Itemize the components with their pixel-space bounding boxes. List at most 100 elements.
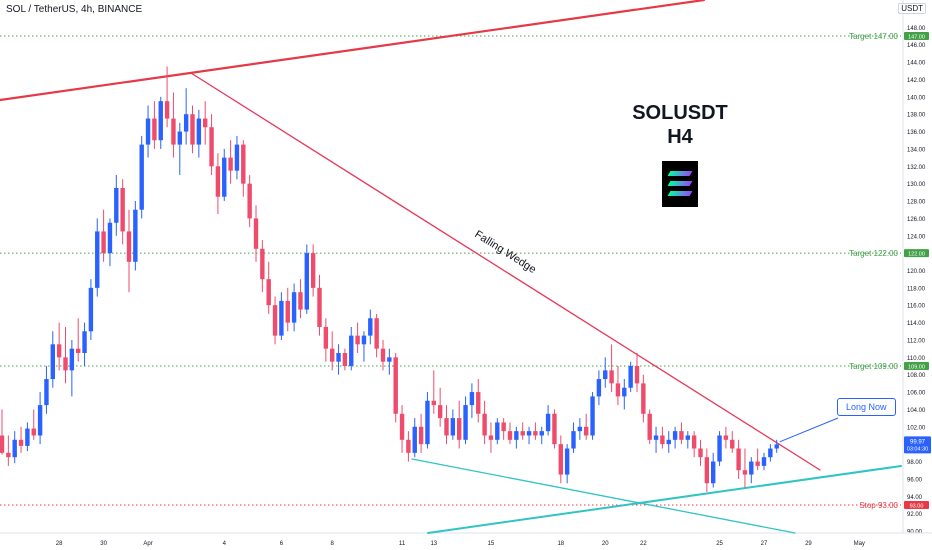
candle-up — [82, 331, 87, 353]
candle-down — [0, 435, 5, 453]
candle-down — [647, 413, 652, 440]
candle-up — [133, 209, 138, 262]
candle-down — [190, 114, 195, 145]
candle-down — [18, 439, 24, 446]
y-tick-label: 138.00 — [907, 113, 926, 119]
candle-up — [234, 144, 240, 171]
chart-title-symbol: SOLUSDT — [632, 102, 728, 124]
y-tick-label: 134.00 — [907, 147, 926, 153]
y-tick-label: 136.00 — [907, 130, 926, 136]
candle-up — [526, 431, 532, 436]
candle-down — [298, 292, 303, 310]
candle-down — [355, 335, 360, 345]
bar-countdown-label: 03:04:30 — [907, 446, 928, 452]
currency-badge[interactable]: USDT — [898, 3, 926, 14]
candle-up — [717, 435, 722, 462]
candle-up — [603, 370, 608, 380]
candle-down — [63, 357, 68, 371]
candle-down — [431, 400, 436, 406]
candle-down — [126, 231, 132, 262]
candle-down — [241, 144, 246, 184]
candle-up — [412, 426, 417, 453]
y-tick-label: 116.00 — [907, 304, 926, 310]
falling-wedge-label: Falling Wedge — [472, 228, 538, 276]
candle-up — [279, 300, 284, 336]
chart-title-timeframe: H4 — [667, 126, 693, 148]
candle-up — [463, 405, 468, 440]
current-price-badge — [904, 436, 931, 454]
y-tick-label: 108.00 — [907, 373, 926, 379]
candle-down — [641, 383, 646, 414]
chart-title: SOLUSDT H4 — [600, 101, 760, 149]
x-tick-label: 28 — [56, 541, 63, 547]
candle-down — [323, 326, 329, 349]
candle-down — [380, 348, 386, 362]
candle-down — [285, 300, 290, 323]
x-tick-label: Apr — [143, 541, 152, 547]
candle-up — [145, 118, 151, 145]
y-tick-label: 92.00 — [907, 512, 923, 518]
target-level-label: Target 122.00 — [849, 249, 898, 258]
y-tick-label: 94.00 — [907, 495, 923, 501]
level-axis-label: 109.00 — [908, 364, 925, 370]
candle-up — [539, 431, 544, 436]
y-tick-label: 98.00 — [907, 460, 923, 466]
y-tick-label: 104.00 — [907, 408, 926, 414]
candle-down — [533, 431, 538, 436]
candle-down — [152, 118, 157, 141]
candle-down — [679, 431, 684, 440]
candle-down — [399, 413, 405, 440]
candle-down — [501, 422, 506, 432]
candle-up — [349, 335, 354, 367]
candle-down — [742, 470, 748, 475]
candle-down — [31, 428, 36, 436]
x-tick-label: 29 — [805, 541, 812, 547]
candle-up — [450, 418, 456, 436]
candle-down — [609, 370, 614, 384]
price-axis — [903, 0, 932, 550]
y-tick-label: 148.00 — [907, 26, 926, 32]
level-axis-label: 93.00 — [910, 503, 924, 509]
x-tick-label: 4 — [223, 541, 227, 547]
candle-down — [660, 435, 665, 445]
long-now-callout: Long Now — [837, 398, 896, 416]
candle-up — [336, 352, 341, 362]
candle-up — [44, 379, 49, 406]
level-axis-badge — [904, 249, 929, 258]
candle-up — [69, 348, 75, 371]
candle-up — [361, 335, 367, 345]
candle-up — [761, 457, 767, 466]
y-tick-label: 106.00 — [907, 391, 926, 397]
candle-down — [755, 461, 760, 466]
x-tick-label: 8 — [331, 541, 335, 547]
y-tick-label: 132.00 — [907, 165, 926, 171]
candle-up — [387, 357, 392, 362]
candle-up — [12, 439, 17, 458]
x-tick-label: May — [854, 541, 865, 547]
candle-up — [622, 387, 627, 397]
solana-logo-icon — [662, 161, 698, 207]
candle-up — [37, 405, 43, 436]
y-tick-label: 120.00 — [907, 269, 926, 275]
candle-up — [749, 461, 754, 475]
candle-down — [615, 383, 621, 397]
candle-down — [120, 188, 125, 232]
candle-up — [577, 426, 583, 432]
candle-down — [215, 166, 221, 197]
candle-up — [291, 292, 297, 323]
candle-down — [488, 435, 494, 440]
trendline-support — [427, 465, 902, 534]
x-tick-label: 22 — [640, 541, 647, 547]
candle-down — [228, 157, 233, 171]
x-tick-label: 30 — [100, 541, 107, 547]
level-axis-label: 122.00 — [908, 251, 925, 257]
candle-down — [209, 127, 214, 167]
candle-up — [672, 431, 678, 440]
candle-down — [260, 248, 265, 280]
trendline-resistance — [0, 0, 706, 102]
x-tick-label: 15 — [488, 541, 495, 547]
candle-down — [406, 439, 411, 453]
level-axis-badge — [904, 362, 929, 371]
